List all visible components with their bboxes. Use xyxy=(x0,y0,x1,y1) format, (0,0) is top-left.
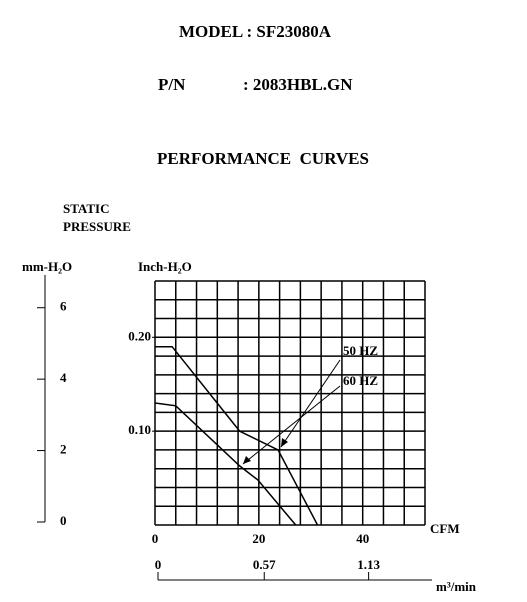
pn-value: : 2083HBL.GN xyxy=(243,75,353,94)
y2-tick-label: 0 xyxy=(60,513,67,528)
series-line xyxy=(155,345,319,526)
x-tick-label: 20 xyxy=(252,531,265,546)
legend-label: 50 HZ xyxy=(343,343,378,358)
arrowhead xyxy=(281,438,288,447)
x-tick-label: 0 xyxy=(152,531,159,546)
x2-tick-label: 1.13 xyxy=(357,557,380,572)
legend-label: 60 HZ xyxy=(343,373,378,388)
y2-tick-label: 2 xyxy=(60,442,67,457)
model: MODEL : SF23080A xyxy=(179,22,332,41)
y-label: STATIC xyxy=(63,201,109,216)
y-tick-label: 0.10 xyxy=(128,422,151,437)
y2-tick-label: 4 xyxy=(60,370,67,385)
y-unit: Inch-H₂O xyxy=(138,259,192,274)
chart-title: PERFORMANCE CURVES xyxy=(157,149,369,168)
y-tick-label: 0.20 xyxy=(128,328,151,343)
series-line xyxy=(154,402,297,526)
leader-line xyxy=(280,359,341,448)
arrowhead xyxy=(243,456,251,464)
y-label: PRESSURE xyxy=(63,219,131,234)
x2-tick-label: 0 xyxy=(155,557,162,572)
x2-tick-label: 0.57 xyxy=(253,557,276,572)
pn-label: P/N xyxy=(158,75,186,94)
y2-unit: mm-H₂O xyxy=(22,259,72,274)
y2-tick-label: 6 xyxy=(60,299,67,314)
x2-unit: m³/min xyxy=(436,579,477,594)
leader-line xyxy=(242,385,341,465)
x-tick-label: 40 xyxy=(356,531,369,546)
x-unit: CFM xyxy=(430,521,460,536)
